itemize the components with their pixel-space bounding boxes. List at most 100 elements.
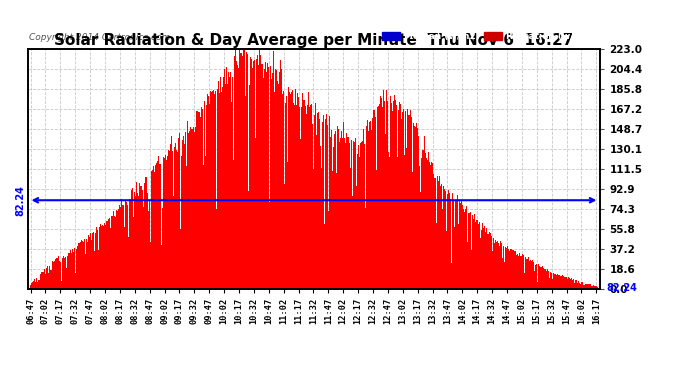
Bar	[113, 211, 115, 289]
Bar	[538, 264, 540, 289]
Bar	[153, 166, 154, 289]
Bar	[217, 81, 219, 289]
Bar	[253, 62, 255, 289]
Bar	[192, 129, 193, 289]
Bar	[532, 260, 533, 289]
Bar	[308, 92, 309, 289]
Bar	[436, 224, 437, 289]
Bar	[533, 262, 534, 289]
Bar	[104, 225, 106, 289]
Bar	[128, 237, 129, 289]
Bar	[380, 96, 382, 289]
Bar	[129, 199, 130, 289]
Bar	[271, 79, 273, 289]
Bar	[421, 158, 422, 289]
Bar	[83, 239, 85, 289]
Bar	[433, 174, 434, 289]
Bar	[428, 152, 429, 289]
Bar	[196, 111, 197, 289]
Bar	[152, 170, 153, 289]
Bar	[176, 150, 177, 289]
Bar	[35, 282, 36, 289]
Bar	[88, 237, 90, 289]
Bar	[553, 273, 554, 289]
Bar	[545, 269, 546, 289]
Bar	[225, 84, 226, 289]
Bar	[87, 242, 88, 289]
Bar	[274, 92, 275, 289]
Bar	[151, 171, 152, 289]
Bar	[31, 283, 32, 289]
Bar	[115, 217, 117, 289]
Bar	[284, 184, 285, 289]
Bar	[375, 117, 377, 289]
Bar	[120, 207, 121, 289]
Bar	[312, 124, 313, 289]
Bar	[391, 103, 393, 289]
Bar	[593, 285, 594, 289]
Bar	[448, 190, 449, 289]
Bar	[45, 274, 46, 289]
Bar	[307, 105, 308, 289]
Bar	[63, 258, 65, 289]
Bar	[345, 143, 346, 289]
Bar	[351, 140, 352, 289]
Bar	[549, 278, 550, 289]
Bar	[554, 274, 555, 289]
Bar	[398, 110, 400, 289]
Bar	[166, 159, 167, 289]
Bar	[137, 193, 138, 289]
Bar	[239, 66, 241, 289]
Bar	[592, 286, 593, 289]
Bar	[144, 183, 145, 289]
Bar	[224, 69, 225, 289]
Bar	[76, 249, 77, 289]
Bar	[49, 266, 50, 289]
Bar	[332, 171, 333, 289]
Bar	[513, 250, 515, 289]
Bar	[368, 122, 370, 289]
Bar	[515, 251, 516, 289]
Bar	[393, 101, 395, 289]
Bar	[106, 222, 108, 289]
Bar	[182, 140, 183, 289]
Bar	[500, 243, 502, 289]
Bar	[221, 87, 223, 289]
Bar	[179, 133, 180, 289]
Bar	[542, 266, 543, 289]
Bar	[557, 274, 558, 289]
Bar	[148, 211, 149, 289]
Bar	[541, 267, 542, 289]
Bar	[479, 222, 480, 289]
Bar	[569, 279, 570, 289]
Bar	[463, 209, 464, 289]
Bar	[40, 274, 41, 289]
Bar	[409, 115, 411, 289]
Bar	[591, 286, 592, 289]
Bar	[209, 105, 210, 289]
Bar	[489, 232, 490, 289]
Bar	[172, 151, 173, 289]
Bar	[259, 50, 260, 289]
Bar	[270, 66, 271, 289]
Bar	[121, 199, 122, 289]
Bar	[190, 128, 191, 289]
Bar	[273, 51, 274, 289]
Bar	[248, 191, 250, 289]
Bar	[454, 227, 455, 289]
Bar	[266, 72, 267, 289]
Bar	[292, 90, 293, 289]
Bar	[43, 272, 44, 289]
Bar	[547, 269, 548, 289]
Bar	[327, 125, 328, 289]
Bar	[488, 234, 489, 289]
Bar	[97, 250, 99, 289]
Bar	[588, 284, 589, 289]
Bar	[232, 77, 233, 289]
Bar	[527, 258, 529, 289]
Bar	[466, 206, 467, 289]
Legend: Median (w/m2), Radiation (w/m2): Median (w/m2), Radiation (w/m2)	[380, 29, 595, 44]
Bar	[574, 283, 575, 289]
Bar	[226, 84, 228, 289]
Bar	[157, 161, 158, 289]
